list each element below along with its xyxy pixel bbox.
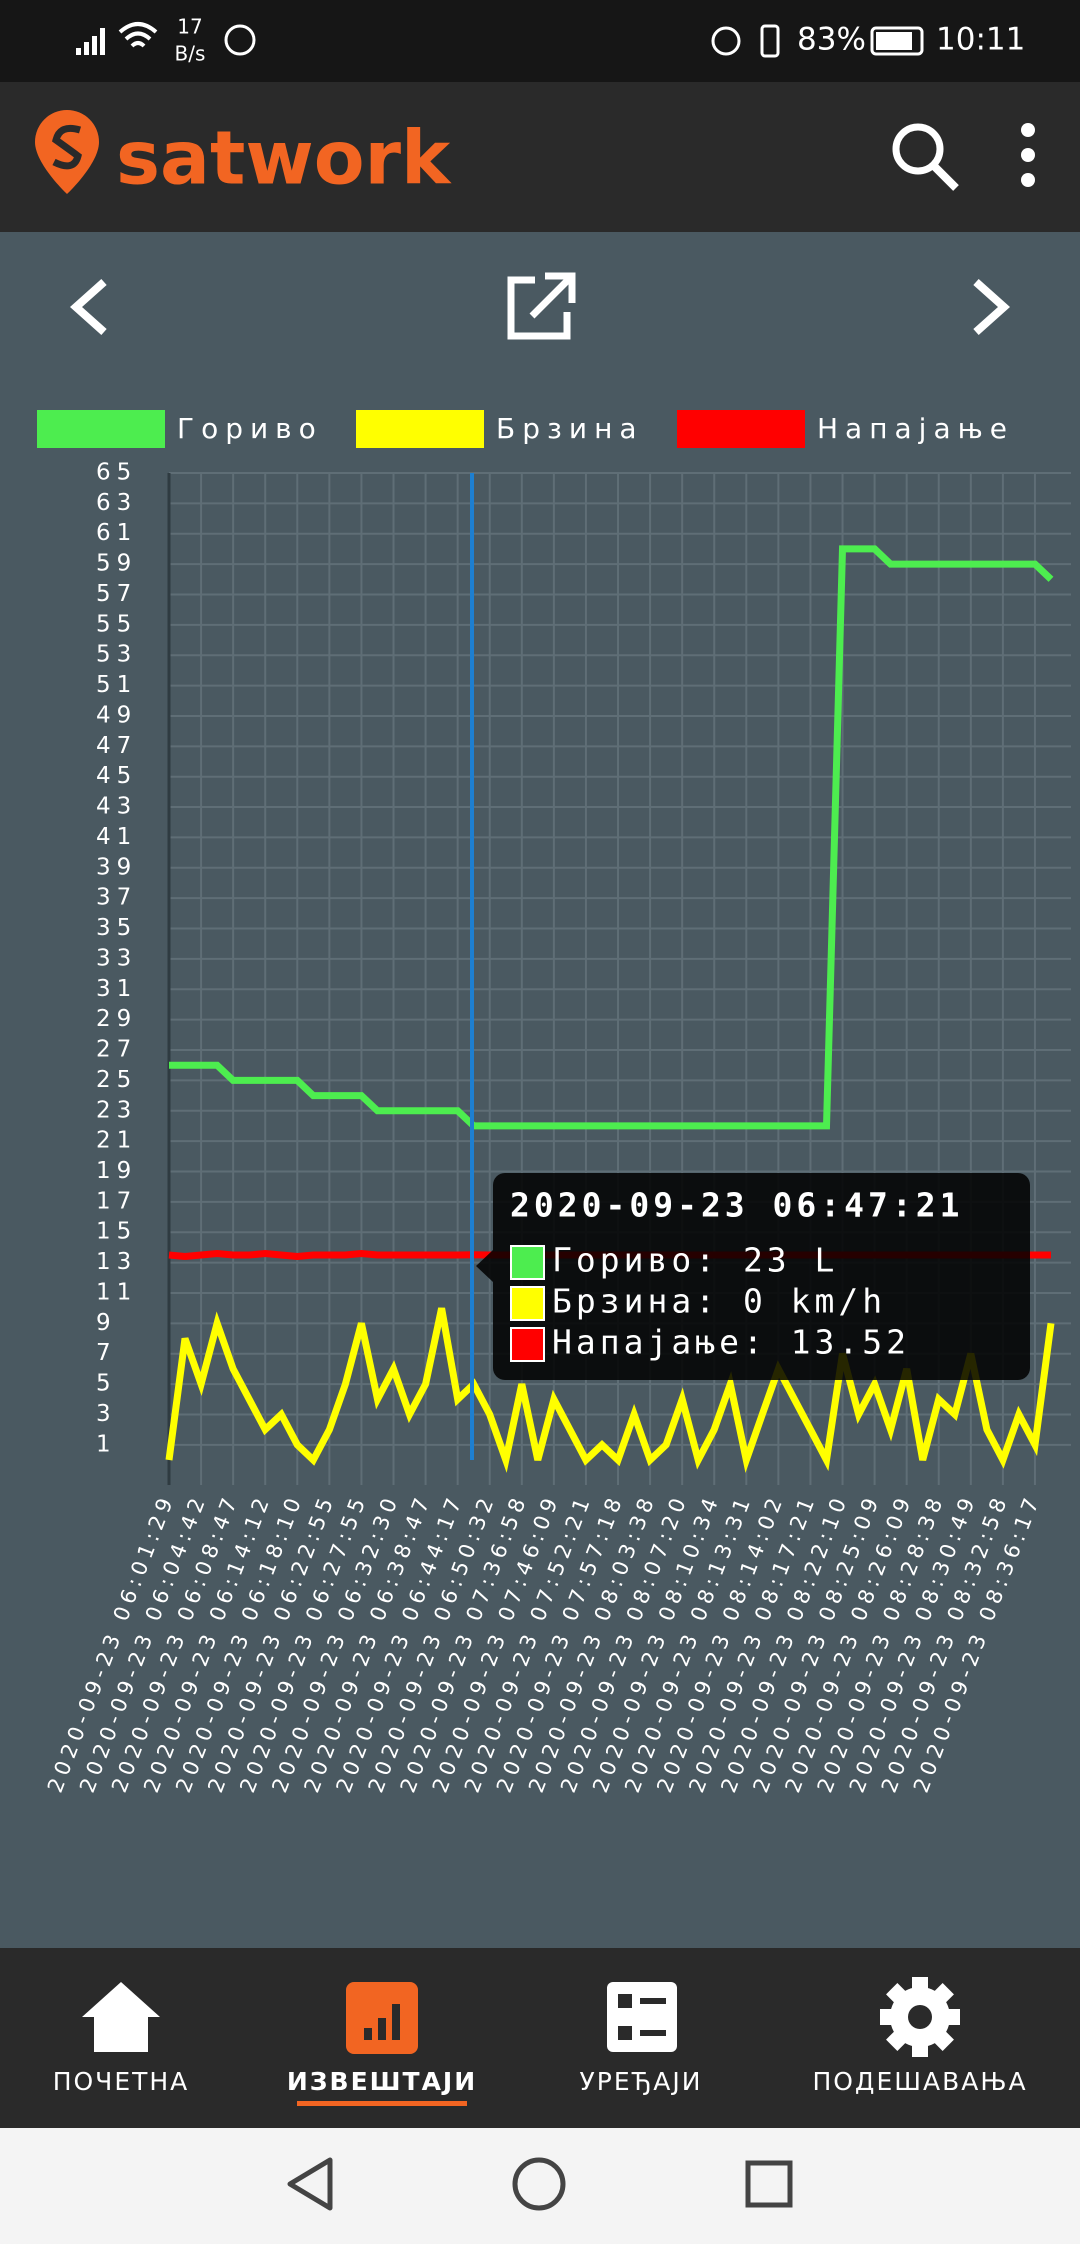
tooltip-swatch (510, 1245, 545, 1280)
legend-label: Гориво (177, 412, 323, 445)
tooltip-row: Напајање: 13.52 (552, 1323, 910, 1362)
devices-lines (618, 1994, 666, 2040)
y-tick-label: 53 (96, 642, 137, 668)
vibrate-icon (760, 24, 780, 58)
tooltip-swatch (510, 1327, 545, 1362)
legend-swatch (356, 410, 484, 448)
y-tick-label: 11 (96, 1279, 137, 1305)
y-tick-label: 57 (96, 581, 137, 607)
y-tick-label: 41 (96, 824, 137, 850)
status-bar (0, 0, 1080, 82)
series-line (169, 545, 1054, 1130)
search-handle (931, 163, 959, 191)
logo-text: satwork (116, 116, 452, 202)
nav-label[interactable]: ИЗВЕШТАЈИ (287, 2067, 477, 2096)
y-tick-label: 65 (96, 460, 137, 486)
legend-label: Брзина (496, 412, 644, 445)
next-button[interactable] (973, 279, 1011, 335)
logo-s (52, 124, 82, 170)
signal-icon (76, 28, 105, 55)
tooltip-box (493, 1173, 1030, 1380)
recents-button[interactable] (745, 2160, 793, 2208)
tooltip-swatch (510, 1286, 545, 1321)
y-tick-label: 35 (96, 915, 137, 941)
y-tick-label: 63 (96, 490, 137, 516)
alarm-icon (711, 26, 741, 56)
y-tick-label: 61 (96, 520, 137, 546)
y-tick-label: 55 (96, 611, 137, 637)
y-tick-label: 43 (96, 794, 137, 820)
viber-icon (224, 24, 256, 56)
y-tick-label: 45 (96, 763, 137, 789)
tooltip-title: 2020-09-23 06:47:21 (510, 1186, 964, 1225)
y-tick-label: 5 (96, 1371, 117, 1397)
y-tick-label: 47 (96, 733, 137, 759)
reports-bars (364, 2004, 400, 2040)
tooltip-row: Гориво: 23 L (552, 1241, 838, 1280)
battery-level (876, 32, 912, 50)
back-button[interactable] (287, 2157, 333, 2211)
y-tick-label: 1 (96, 1431, 117, 1457)
home-button[interactable] (512, 2157, 566, 2211)
battery-icon (870, 26, 924, 56)
wifi-icon (118, 22, 158, 48)
clock: 10:11 (936, 22, 1025, 58)
y-tick-label: 3 (96, 1401, 117, 1427)
y-tick-label: 33 (96, 945, 137, 971)
devices-icon[interactable] (607, 1982, 677, 2052)
nav-label[interactable]: ПОЧЕТНА (53, 2067, 190, 2096)
nav-label[interactable]: ПОДЕШАВАЊА (812, 2067, 1027, 2096)
legend-label: Напајање (817, 412, 1014, 445)
system-nav (0, 2128, 1080, 2244)
tooltip-pointer (476, 1250, 493, 1282)
y-tick-label: 49 (96, 702, 137, 728)
menu-icon[interactable] (1021, 123, 1035, 187)
active-tab-underline (297, 2101, 467, 2106)
tooltip-row: Брзина: 0 km/h (552, 1282, 886, 1321)
open-external-button[interactable] (507, 272, 576, 340)
net-speed: 17 (177, 15, 202, 39)
y-tick-label: 9 (96, 1310, 117, 1336)
y-tick-label: 27 (96, 1037, 137, 1063)
battery-percent: 83% (797, 22, 866, 58)
prev-button[interactable] (69, 279, 107, 335)
settings-icon[interactable] (880, 1977, 960, 2057)
y-tick-label: 7 (96, 1340, 117, 1366)
y-tick-label: 31 (96, 976, 137, 1002)
nav-label[interactable]: УРЕЂАЈИ (580, 2067, 703, 2096)
y-tick-label: 39 (96, 854, 137, 880)
y-tick-label: 13 (96, 1249, 137, 1275)
y-tick-label: 23 (96, 1097, 137, 1123)
search-icon[interactable] (892, 123, 944, 175)
legend-swatch (37, 410, 165, 448)
y-tick-label: 59 (96, 551, 137, 577)
home-icon[interactable] (82, 1982, 160, 2052)
y-tick-label: 19 (96, 1158, 137, 1184)
y-tick-label: 29 (96, 1006, 137, 1032)
y-tick-label: 37 (96, 885, 137, 911)
y-tick-label: 21 (96, 1128, 137, 1154)
legend-swatch (677, 410, 805, 448)
y-tick-label: 15 (96, 1219, 137, 1245)
net-speed-unit: B/s (175, 42, 206, 66)
y-tick-label: 25 (96, 1067, 137, 1093)
y-tick-label: 17 (96, 1188, 137, 1214)
y-tick-label: 51 (96, 672, 137, 698)
